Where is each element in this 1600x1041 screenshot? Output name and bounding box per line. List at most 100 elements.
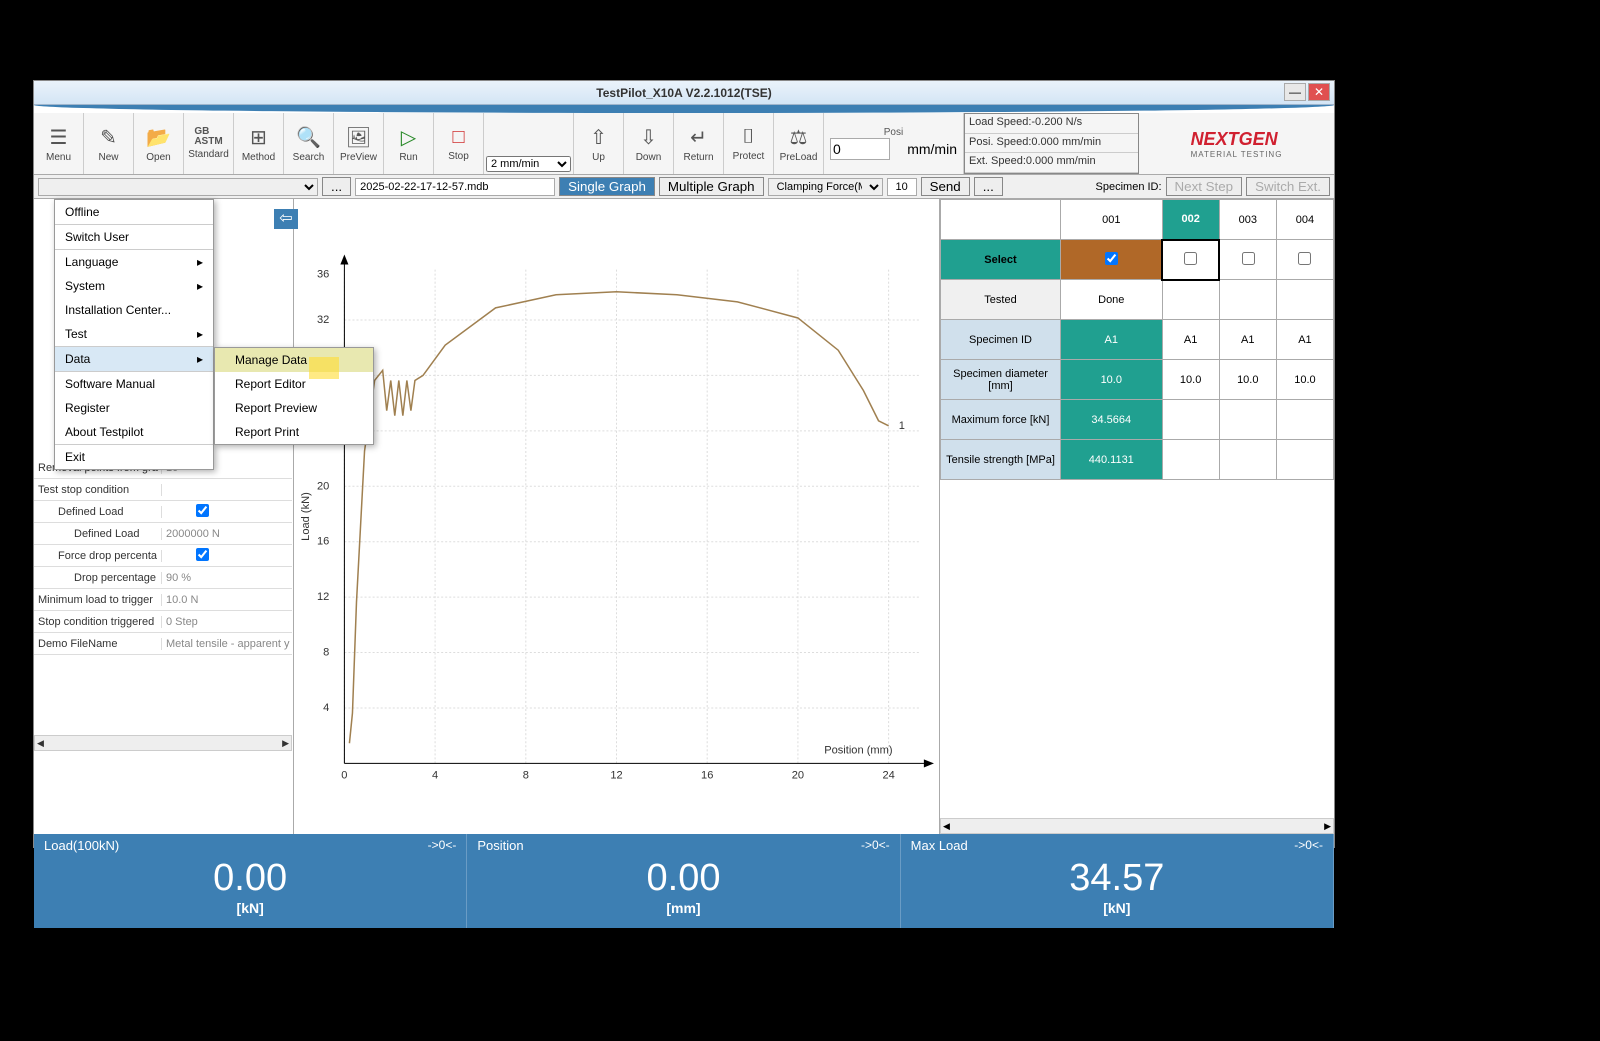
row-select: Select	[941, 240, 1061, 280]
menu-data[interactable]: Data▸	[55, 346, 213, 371]
clamp-select[interactable]: Clamping Force(MPa)	[768, 178, 883, 196]
svg-text:8: 8	[323, 647, 329, 659]
menu-system[interactable]: System▸	[55, 274, 213, 298]
posi-input[interactable]	[830, 138, 890, 160]
method-button[interactable]: ⊞Method	[234, 113, 284, 174]
pos-zero-button[interactable]: ->0<-	[861, 838, 890, 852]
run-button[interactable]: ▷Run	[384, 113, 434, 174]
file-input[interactable]	[355, 178, 555, 196]
menu-test[interactable]: Test▸	[55, 322, 213, 346]
svg-text:12: 12	[317, 591, 329, 603]
up-button[interactable]: ⇧Up	[574, 113, 624, 174]
menu-exit[interactable]: Exit	[55, 444, 213, 469]
menu-switch-user[interactable]: Switch User	[55, 224, 213, 249]
select-001[interactable]	[1105, 252, 1118, 265]
next-step-button[interactable]: Next Step	[1166, 177, 1243, 196]
return-button[interactable]: ↵Return	[674, 113, 724, 174]
max-zero-button[interactable]: ->0<-	[1294, 838, 1323, 852]
new-button[interactable]: ✎New	[84, 113, 134, 174]
more-button[interactable]: ...	[974, 177, 1003, 196]
window-title: TestPilot_X10A V2.2.1012(TSE)	[596, 86, 771, 100]
clamp-value[interactable]	[887, 178, 917, 196]
submenu-manage-data[interactable]: Manage Data	[215, 348, 373, 372]
menu-installation[interactable]: Installation Center...	[55, 298, 213, 322]
demo-file-val[interactable]: Metal tensile - apparent y	[162, 638, 292, 650]
min-load-val[interactable]: 10.0 N	[162, 594, 292, 606]
stop-button[interactable]: □Stop	[434, 113, 484, 174]
svg-text:12: 12	[610, 770, 622, 782]
svg-text:0: 0	[341, 770, 347, 782]
standard-button[interactable]: GBASTMStandard	[184, 113, 234, 174]
dataset-browse[interactable]: ...	[322, 177, 351, 196]
defined-load-check[interactable]	[196, 504, 209, 517]
app-window: TestPilot_X10A V2.2.1012(TSE) — ✕ ☰Menu …	[33, 80, 1335, 848]
row-tested: Tested	[941, 280, 1061, 320]
new-label: New	[98, 152, 118, 163]
right-hscroll[interactable]: ◀▶	[940, 818, 1334, 834]
force-drop-check[interactable]	[196, 548, 209, 561]
select-004[interactable]	[1298, 252, 1311, 265]
dataset-select[interactable]	[38, 178, 318, 196]
preload-label: PreLoad	[780, 152, 818, 163]
min-load-label: Minimum load to trigger	[34, 594, 162, 606]
menu-button[interactable]: ☰Menu	[34, 113, 84, 174]
defined-load-val[interactable]: 2000000 N	[162, 528, 292, 540]
specid-001: A1	[1061, 320, 1163, 360]
status-position: Position ->0<- 0.00 [mm]	[467, 834, 900, 928]
demo-file-label: Demo FileName	[34, 638, 162, 650]
load-speed: Load Speed:-0.200 N/s	[965, 114, 1138, 134]
submenu-report-print[interactable]: Report Print	[215, 420, 373, 444]
svg-text:16: 16	[701, 770, 713, 782]
svg-text:8: 8	[523, 770, 529, 782]
drop-pct-val[interactable]: 90 %	[162, 572, 292, 584]
send-button[interactable]: Send	[921, 177, 970, 196]
down-button[interactable]: ⇩Down	[624, 113, 674, 174]
defined-load-sub: Defined Load	[34, 528, 162, 540]
menu-language[interactable]: Language▸	[55, 249, 213, 274]
open-button[interactable]: 📂Open	[134, 113, 184, 174]
load-zero-button[interactable]: ->0<-	[428, 838, 457, 852]
specimen-id-label: Specimen ID:	[1096, 181, 1162, 193]
menu-register[interactable]: Register	[55, 396, 213, 420]
force-drop-label: Force drop percenta	[34, 550, 162, 562]
multiple-graph-button[interactable]: Multiple Graph	[659, 177, 764, 196]
svg-text:4: 4	[323, 702, 329, 714]
tensile-001: 440.1131	[1061, 440, 1163, 480]
down-label: Down	[636, 152, 662, 163]
preview-button[interactable]: 🖼PreView	[334, 113, 384, 174]
logo-main: NEXTGEN	[1191, 129, 1283, 150]
menu-about[interactable]: About Testpilot	[55, 420, 213, 444]
dia-001: 10.0	[1061, 360, 1163, 400]
back-arrow-button[interactable]: ⇦	[274, 209, 298, 229]
col-004[interactable]: 004	[1276, 200, 1333, 240]
left-hscroll[interactable]: ◀▶	[34, 735, 292, 751]
data-submenu: Manage Data Report Editor Report Preview…	[214, 347, 374, 445]
single-graph-button[interactable]: Single Graph	[559, 177, 655, 196]
speed-select[interactable]: 2 mm/min	[486, 156, 571, 172]
col-002[interactable]: 002	[1162, 200, 1219, 240]
svg-text:24: 24	[882, 770, 894, 782]
preload-button[interactable]: ⚖PreLoad	[774, 113, 824, 174]
col-001[interactable]: 001	[1061, 200, 1163, 240]
col-003[interactable]: 003	[1219, 200, 1276, 240]
menu-software-manual[interactable]: Software Manual	[55, 371, 213, 396]
posi-unit: mm/min	[907, 141, 957, 157]
standard-label: Standard	[188, 149, 229, 160]
select-002[interactable]	[1184, 252, 1197, 265]
stop-trig-val[interactable]: 0 Step	[162, 616, 292, 628]
submenu-report-editor[interactable]: Report Editor	[215, 372, 373, 396]
select-003[interactable]	[1242, 252, 1255, 265]
speed-readout: Load Speed:-0.200 N/s Posi. Speed:0.000 …	[964, 113, 1139, 174]
titlebar: TestPilot_X10A V2.2.1012(TSE) — ✕	[34, 81, 1334, 105]
minimize-button[interactable]: —	[1284, 83, 1306, 101]
protect-button[interactable]: ⌷Protect	[724, 113, 774, 174]
submenu-report-preview[interactable]: Report Preview	[215, 396, 373, 420]
close-button[interactable]: ✕	[1308, 83, 1330, 101]
row-tensile: Tensile strength [MPa]	[941, 440, 1061, 480]
search-button[interactable]: 🔍Search	[284, 113, 334, 174]
open-label: Open	[146, 152, 170, 163]
switch-ext-button[interactable]: Switch Ext.	[1246, 177, 1330, 196]
menu-label: Menu	[46, 152, 71, 163]
chart-area: 4 8 12 16 20 32 36 0 4 8 12 16 20 24 Pos…	[294, 199, 939, 834]
menu-offline[interactable]: Offline	[55, 200, 213, 224]
